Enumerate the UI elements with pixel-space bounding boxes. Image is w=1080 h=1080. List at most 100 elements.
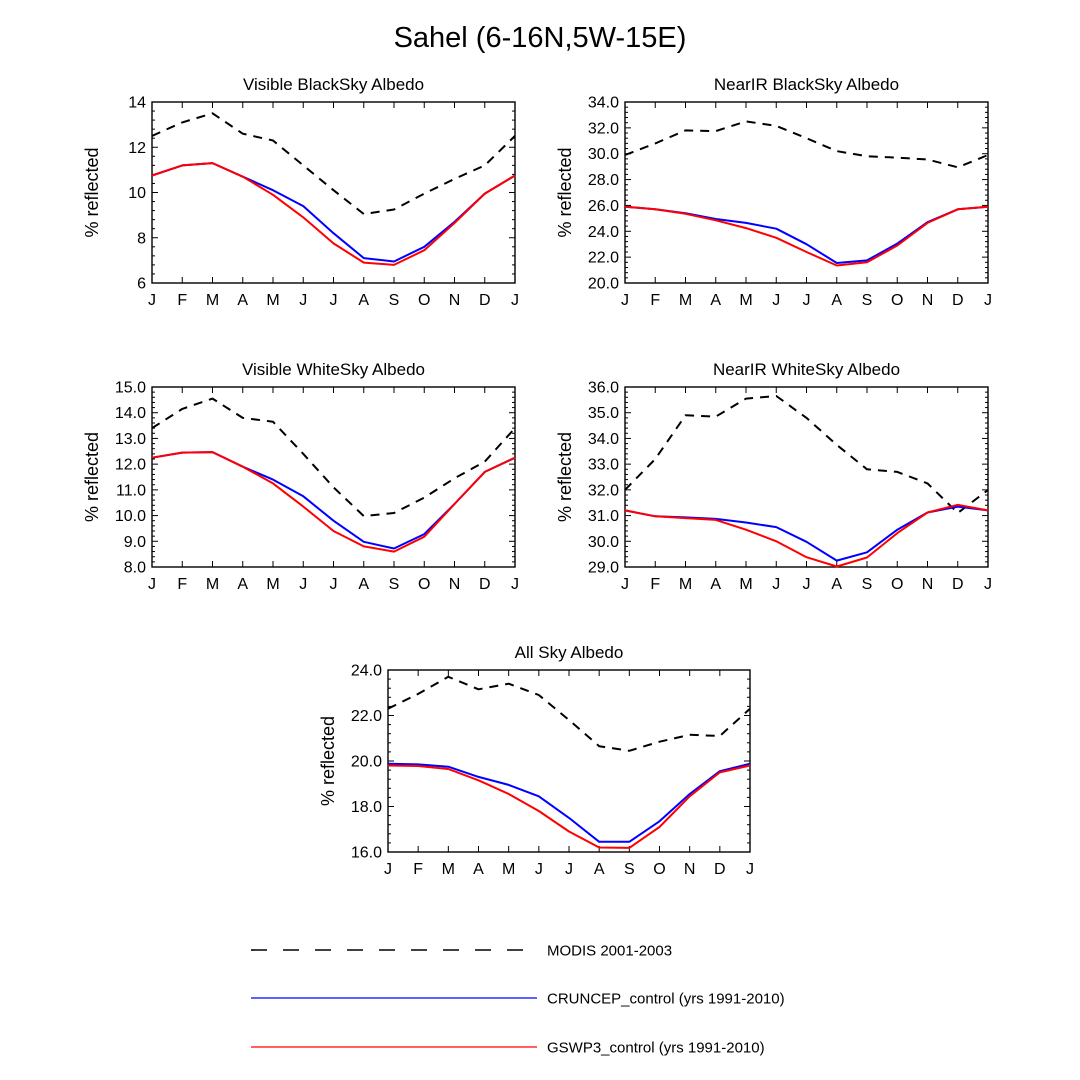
x-tick-label: S: [862, 576, 873, 593]
series-line-modis: [151, 397, 516, 518]
plot-frame: [624, 101, 989, 284]
x-tick-label: A: [237, 576, 248, 593]
y-tick-label: 26.0: [588, 198, 619, 215]
y-tick-label: 35.0: [588, 405, 619, 422]
y-tick-label: 6: [137, 276, 146, 293]
x-tick-label: F: [177, 292, 187, 309]
x-tick-label: J: [511, 576, 519, 593]
series-line-gswp3: [624, 503, 989, 568]
panel-title: NearIR BlackSky Albedo: [714, 75, 899, 94]
legend: MODIS 2001-2003 CRUNCEP_control (yrs 1991…: [251, 943, 785, 1057]
y-tick-label: 12.0: [115, 457, 146, 474]
plot-frame: [151, 386, 516, 568]
series-line-gswp3: [387, 764, 751, 849]
x-tick-label: J: [511, 292, 519, 309]
series-line-modis: [151, 112, 516, 215]
x-tick-label: A: [358, 576, 369, 593]
x-tick-label: J: [772, 292, 780, 309]
y-tick-label: 24.0: [588, 224, 619, 241]
x-tick-label: M: [266, 576, 279, 593]
plot-frame: [624, 386, 989, 568]
x-tick-label: M: [206, 292, 219, 309]
y-tick-label: 13.0: [115, 431, 146, 448]
y-tick-label: 12: [128, 140, 146, 157]
x-tick-label: J: [803, 576, 811, 593]
y-tick-label: 28.0: [588, 172, 619, 189]
panel-title: Visible BlackSky Albedo: [243, 75, 424, 94]
x-tick-label: J: [148, 576, 156, 593]
x-tick-label: M: [502, 861, 515, 878]
x-tick-label: J: [772, 576, 780, 593]
y-tick-label: 36.0: [588, 380, 619, 397]
x-tick-label: O: [891, 576, 903, 593]
x-tick-label: F: [413, 861, 423, 878]
series-line-cruncep: [151, 162, 516, 263]
x-tick-label: D: [714, 861, 726, 878]
series-line-gswp3: [151, 451, 516, 553]
x-tick-label: N: [449, 576, 461, 593]
series-line-cruncep: [151, 451, 516, 550]
y-tick-label: 11.0: [116, 482, 146, 499]
x-tick-label: O: [418, 292, 430, 309]
legend-label: CRUNCEP_control (yrs 1991-2010): [547, 991, 785, 1008]
y-tick-label: 10.0: [115, 508, 146, 525]
y-tick-label: 16.0: [351, 845, 382, 862]
y-tick-label: 18.0: [351, 799, 382, 816]
y-tick-label: 22.0: [351, 708, 382, 725]
y-tick-label: 22.0: [588, 250, 619, 267]
chart-panel-2: J F M A M J J A S O N D J20.022.024.026.028.030.032.…: [555, 75, 992, 309]
x-tick-label: J: [535, 861, 543, 878]
y-tick-label: 10: [128, 185, 146, 202]
x-tick-label: J: [384, 861, 392, 878]
x-tick-label: J: [299, 292, 307, 309]
x-tick-label: J: [621, 576, 629, 593]
y-tick-label: 20.0: [588, 276, 619, 293]
x-tick-label: J: [565, 861, 573, 878]
x-tick-label: M: [442, 861, 455, 878]
y-tick-label: 24.0: [351, 663, 382, 680]
panel-title: NearIR WhiteSky Albedo: [713, 360, 900, 379]
x-tick-label: N: [684, 861, 696, 878]
x-tick-label: D: [952, 576, 964, 593]
x-tick-label: F: [650, 576, 660, 593]
y-tick-label: 30.0: [588, 534, 619, 551]
y-tick-label: 31.0: [588, 508, 619, 525]
x-tick-label: M: [679, 292, 692, 309]
plot-frame: [151, 101, 516, 284]
x-tick-label: A: [831, 576, 842, 593]
chart-panel-3: J F M A M J J A S O N D J8.09.010.011.012.013.014.01…: [82, 360, 519, 593]
x-tick-label: S: [624, 861, 635, 878]
y-tick-label: 32.0: [588, 482, 619, 499]
series-line-modis: [387, 675, 751, 752]
x-tick-label: S: [862, 292, 873, 309]
x-tick-label: M: [739, 576, 752, 593]
y-tick-label: 30.0: [588, 146, 619, 163]
y-tick-label: 32.0: [588, 120, 619, 137]
x-tick-label: J: [803, 292, 811, 309]
x-tick-label: N: [922, 292, 934, 309]
x-tick-label: S: [389, 292, 400, 309]
y-tick-label: 15.0: [115, 380, 146, 397]
y-tick-label: 34.0: [588, 95, 619, 112]
series-line-cruncep: [624, 505, 989, 562]
legend-label: MODIS 2001-2003: [547, 943, 672, 960]
x-tick-label: J: [984, 576, 992, 593]
x-tick-label: A: [473, 861, 484, 878]
y-axis-label: % reflected: [82, 432, 102, 522]
x-tick-label: J: [148, 292, 156, 309]
y-tick-label: 33.0: [588, 457, 619, 474]
x-tick-label: N: [449, 292, 461, 309]
x-tick-label: A: [594, 861, 605, 878]
x-tick-label: D: [479, 292, 491, 309]
x-tick-label: N: [922, 576, 934, 593]
series-line-gswp3: [624, 205, 989, 267]
x-tick-label: A: [710, 292, 721, 309]
y-axis-label: % reflected: [82, 147, 102, 237]
series-line-gswp3: [151, 162, 516, 266]
y-tick-label: 29.0: [588, 560, 619, 577]
plot-frame: [387, 669, 751, 853]
x-tick-label: A: [831, 292, 842, 309]
panel-title: All Sky Albedo: [515, 643, 624, 662]
